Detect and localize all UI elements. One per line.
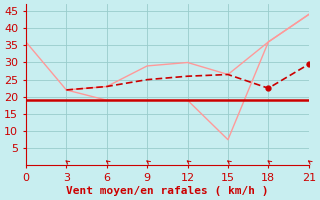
X-axis label: Vent moyen/en rafales ( km/h ): Vent moyen/en rafales ( km/h ): [66, 186, 268, 196]
